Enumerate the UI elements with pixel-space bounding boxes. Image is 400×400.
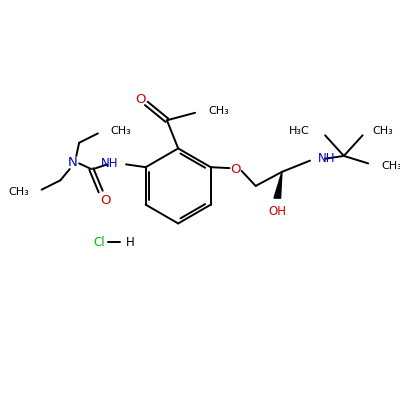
Text: CH₃: CH₃ [381, 161, 400, 171]
Text: O: O [100, 194, 111, 208]
Text: CH₃: CH₃ [208, 106, 229, 116]
Text: O: O [136, 93, 146, 106]
Text: N: N [68, 156, 78, 169]
Text: Cl: Cl [94, 236, 106, 249]
Text: CH₃: CH₃ [110, 126, 131, 136]
Text: NH: NH [101, 157, 118, 170]
Text: H₃C: H₃C [289, 126, 310, 136]
Text: CH₃: CH₃ [9, 188, 30, 198]
Polygon shape [274, 172, 282, 198]
Text: CH₃: CH₃ [372, 126, 393, 136]
Text: OH: OH [268, 205, 286, 218]
Text: H: H [126, 236, 134, 249]
Text: NH: NH [318, 152, 335, 165]
Text: O: O [230, 162, 240, 176]
